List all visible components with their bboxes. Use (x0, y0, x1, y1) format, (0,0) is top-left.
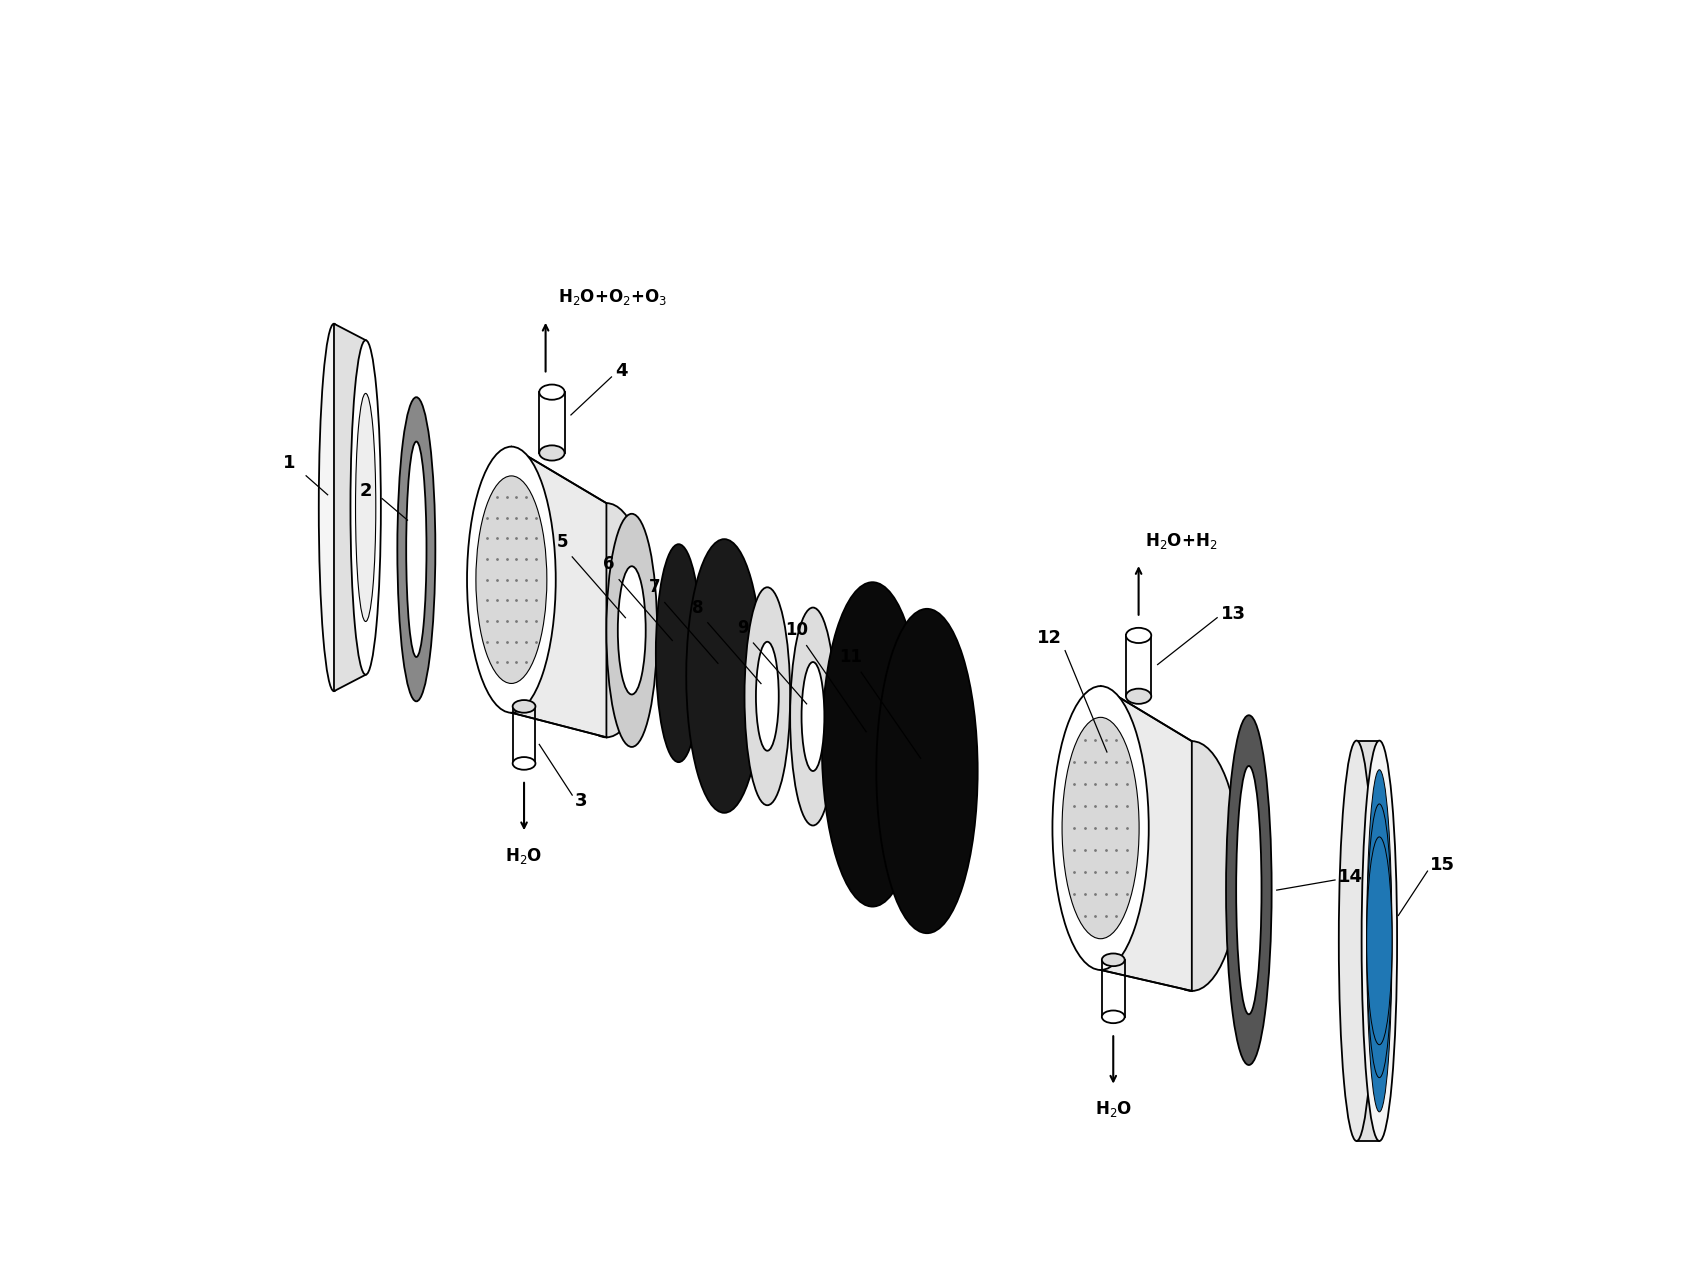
Ellipse shape (476, 477, 546, 684)
Ellipse shape (539, 384, 565, 400)
Ellipse shape (686, 539, 763, 813)
Ellipse shape (539, 446, 565, 461)
Ellipse shape (1367, 836, 1391, 1045)
Ellipse shape (1226, 715, 1272, 1065)
Text: 5: 5 (556, 533, 568, 551)
Text: H$_2$O: H$_2$O (1094, 1099, 1132, 1120)
Ellipse shape (744, 587, 790, 806)
Text: 6: 6 (603, 556, 615, 574)
Ellipse shape (1367, 804, 1391, 1077)
Ellipse shape (319, 324, 350, 692)
Text: 1: 1 (283, 453, 295, 473)
Ellipse shape (406, 442, 427, 657)
Ellipse shape (618, 566, 645, 694)
Ellipse shape (1127, 628, 1151, 643)
Ellipse shape (1053, 687, 1149, 970)
Text: H$_2$O+O$_2$+O$_3$: H$_2$O+O$_2$+O$_3$ (558, 287, 667, 307)
Text: 4: 4 (615, 361, 628, 379)
Text: H$_2$O+H$_2$: H$_2$O+H$_2$ (1145, 530, 1217, 551)
Text: 3: 3 (575, 793, 587, 811)
Text: 10: 10 (785, 621, 807, 639)
Text: 15: 15 (1430, 856, 1454, 874)
Text: 8: 8 (691, 598, 703, 616)
Ellipse shape (1338, 740, 1374, 1141)
Ellipse shape (1362, 740, 1396, 1141)
Ellipse shape (606, 514, 657, 747)
Ellipse shape (468, 447, 556, 712)
Ellipse shape (1367, 770, 1391, 1112)
Ellipse shape (1062, 717, 1139, 939)
Ellipse shape (562, 503, 650, 738)
Ellipse shape (790, 607, 836, 825)
Ellipse shape (1144, 742, 1239, 991)
Polygon shape (512, 447, 606, 738)
Ellipse shape (512, 757, 536, 770)
Ellipse shape (756, 642, 778, 751)
Ellipse shape (655, 544, 702, 762)
Polygon shape (1101, 687, 1191, 991)
Text: H$_2$O: H$_2$O (505, 845, 543, 866)
Ellipse shape (512, 699, 536, 712)
Text: 9: 9 (737, 619, 749, 637)
Polygon shape (1357, 740, 1379, 1141)
Polygon shape (335, 324, 365, 692)
Ellipse shape (821, 582, 923, 907)
Ellipse shape (802, 662, 824, 771)
Text: 14: 14 (1338, 869, 1362, 886)
Ellipse shape (876, 608, 978, 933)
Text: 13: 13 (1221, 605, 1246, 623)
Text: 12: 12 (1038, 629, 1062, 647)
Ellipse shape (1101, 953, 1125, 966)
Text: 7: 7 (649, 578, 661, 596)
Ellipse shape (350, 341, 381, 675)
Text: 11: 11 (840, 648, 862, 666)
Ellipse shape (1127, 689, 1151, 703)
Ellipse shape (1236, 766, 1261, 1015)
Ellipse shape (355, 393, 376, 621)
Ellipse shape (398, 397, 435, 701)
Ellipse shape (1101, 1011, 1125, 1024)
Text: 2: 2 (360, 482, 372, 500)
